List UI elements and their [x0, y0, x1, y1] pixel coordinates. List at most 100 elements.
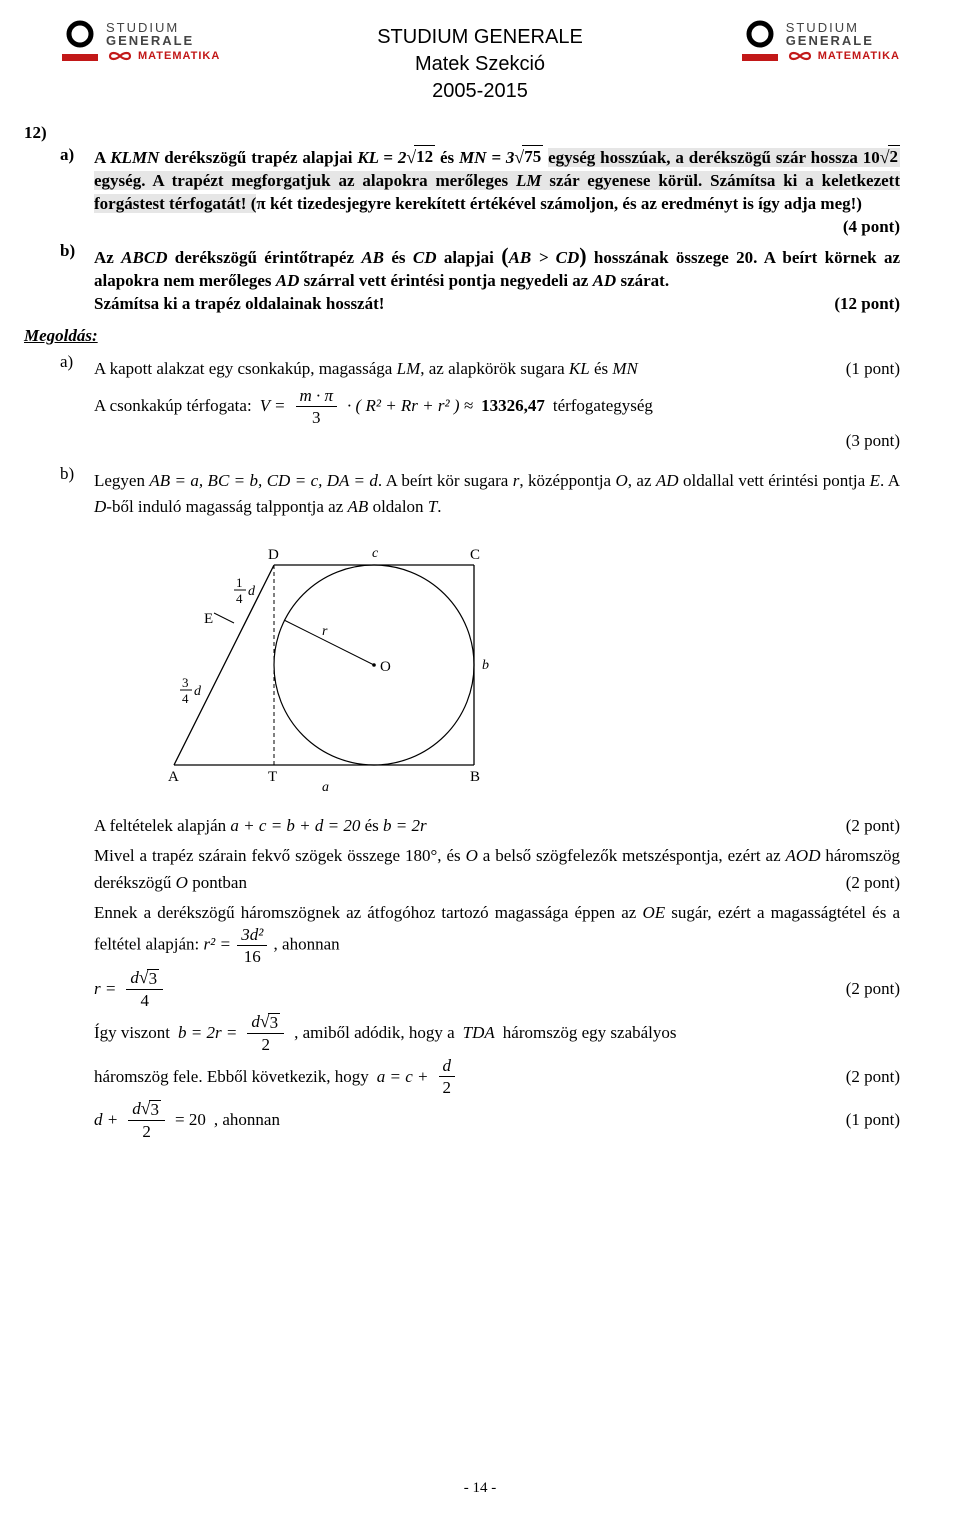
logo-ring-icon [60, 20, 100, 64]
txt: egység. A trapézt megforgatjuk az alapok… [94, 171, 516, 190]
txt: r = [94, 976, 116, 1002]
txt: D [94, 497, 106, 516]
svg-text:r: r [322, 624, 328, 639]
txt: AOD [786, 846, 821, 865]
brand-sub: MATEMATIKA [138, 51, 220, 62]
txt: MN [612, 359, 638, 378]
txt: a = c + [377, 1064, 429, 1090]
solution-b-label: b) [60, 464, 94, 1144]
txt: AB = a, BC = b, CD = c, DA = d [149, 471, 378, 490]
problem-b-points: (12 pont) [834, 293, 900, 316]
txt: , az [628, 471, 656, 490]
txt: oldalon [368, 497, 428, 516]
txt: derékszögű trapéz alapjai [159, 148, 357, 167]
radicand: 75 [522, 145, 543, 169]
txt: V = [260, 393, 286, 419]
txt: Így viszont [94, 1020, 170, 1046]
page-header: STUDIUM GENERALE MATEMATIKA STUDIUM GENE… [60, 20, 900, 105]
pts: (2 pont) [846, 870, 900, 896]
infinity-icon [786, 49, 814, 63]
txt: AD [593, 271, 617, 290]
txt: háromszög egy szabályos [503, 1020, 677, 1046]
txt: d [132, 1099, 141, 1118]
txt: π [256, 194, 265, 213]
txt: , ahonnan [214, 1107, 280, 1133]
brand-line2: GENERALE [106, 34, 220, 47]
txt: derékszögű érintőtrapéz [167, 248, 361, 267]
txt: . A beírt kör sugara [378, 471, 513, 490]
txt: E [870, 471, 880, 490]
problem-a: a) A KLMN derékszögű trapéz alapjai KL =… [60, 145, 900, 239]
txt: · ( R² + Rr + r² ) ≈ [347, 393, 473, 419]
txt: a + c = b + d = 20 [230, 816, 360, 835]
txt: O [616, 471, 628, 490]
denominator: 16 [240, 946, 265, 965]
txt: pontban [188, 873, 247, 892]
center-title: STUDIUM GENERALE Matek Szekció 2005-2015 [220, 20, 739, 105]
svg-text:b: b [482, 658, 489, 673]
txt: és [384, 248, 413, 267]
txt: , ahonnan [274, 935, 340, 954]
pts: (3 pont) [94, 428, 900, 454]
pts: (1 pont) [846, 356, 900, 382]
numerator: 3d² [237, 926, 267, 946]
title-line1: STUDIUM GENERALE [220, 24, 739, 51]
denominator: 2 [257, 1034, 274, 1053]
radicand: 12 [414, 145, 435, 169]
page-footer: - 14 - [0, 1480, 960, 1497]
trapezoid-diagram: A B C D E O T r a b c 1 4 [154, 535, 900, 803]
radicand: 3 [268, 1013, 281, 1031]
solution-b: b) Legyen AB = a, BC = b, CD = c, DA = d… [60, 464, 900, 1144]
svg-text:1: 1 [236, 575, 243, 590]
solution-a: a) A kapott alakzat egy csonkakúp, magas… [60, 352, 900, 458]
sqrt: 2 [880, 145, 900, 169]
fraction: m · π 3 [296, 387, 338, 426]
txt: -ből induló magasság talppontja az [106, 497, 347, 516]
txt: r² = [204, 935, 231, 954]
problem-b-label: b) [60, 241, 94, 317]
problem-a-points: (4 pont) [94, 216, 900, 239]
sqrt: 12 [406, 145, 435, 169]
txt: OE [642, 903, 665, 922]
txt: A [94, 148, 110, 167]
svg-text:3: 3 [182, 675, 189, 690]
txt: O [466, 846, 478, 865]
problem-number: 12) [24, 123, 900, 143]
txt: d [130, 968, 139, 987]
txt: Az [94, 248, 121, 267]
txt: d [251, 1012, 260, 1031]
txt: KL = 2 [357, 148, 406, 167]
svg-text:4: 4 [182, 691, 189, 706]
svg-text:C: C [470, 547, 480, 563]
txt: CD [413, 248, 437, 267]
problem-b: b) Az ABCD derékszögű érintőtrapéz AB és… [60, 241, 900, 317]
svg-text:O: O [380, 659, 391, 675]
fraction: d 2 [439, 1057, 456, 1096]
txt: , amiből adódik, hogy a [294, 1020, 455, 1046]
denominator: 2 [439, 1077, 456, 1096]
svg-text:A: A [168, 769, 179, 785]
txt: szárral vett érintési pontja negyedeli a… [299, 271, 592, 290]
txt: alapjai [436, 248, 501, 267]
pts: (2 pont) [846, 1064, 900, 1090]
radicand: 2 [888, 145, 901, 169]
brand-sub: MATEMATIKA [818, 51, 900, 62]
txt: , középpontja [519, 471, 615, 490]
txt: b = 2r [383, 816, 427, 835]
txt: ABCD [121, 248, 167, 267]
txt: A csonkakúp térfogata: [94, 393, 252, 419]
logo-left: STUDIUM GENERALE MATEMATIKA [60, 20, 220, 64]
txt: . A [880, 471, 900, 490]
txt: O [176, 873, 188, 892]
txt: Ennek a derékszögű háromszögnek az átfog… [94, 903, 642, 922]
infinity-icon [106, 49, 134, 63]
svg-text:d: d [194, 684, 202, 699]
numerator: d [439, 1057, 456, 1077]
svg-text:d: d [248, 584, 256, 599]
svg-text:4: 4 [236, 591, 243, 606]
txt: , az alapkörök sugara [420, 359, 569, 378]
txt: oldallal vett érintési pontja [679, 471, 870, 490]
txt: a belső szögfelezők metszéspontja, ezért… [478, 846, 786, 865]
txt: = 20 [175, 1107, 206, 1133]
fraction: d3 2 [247, 1013, 284, 1053]
